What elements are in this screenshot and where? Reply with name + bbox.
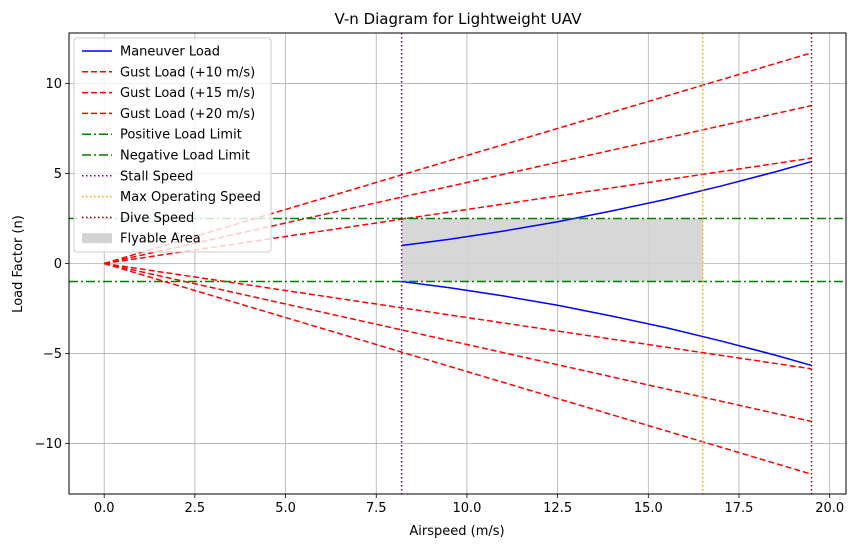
legend-label: Flyable Area xyxy=(120,232,201,247)
gust-load-20-m-s-lower-line xyxy=(103,262,812,475)
legend-label: Negative Load Limit xyxy=(120,149,250,164)
x-tick-label: 17.5 xyxy=(725,501,754,516)
plot-area xyxy=(69,33,846,494)
legend-label: Positive Load Limit xyxy=(120,128,242,143)
x-tick-label: 0.0 xyxy=(94,501,115,516)
y-tick-label: 0 xyxy=(54,257,62,272)
x-tick-label: 12.5 xyxy=(543,501,572,516)
maneuver-load-upper-line xyxy=(401,160,812,247)
legend: Maneuver Load Gust Load (+10 m/s) Gust Loa… xyxy=(73,37,272,253)
x-tick-label: 5.0 xyxy=(275,501,296,516)
legend-box xyxy=(73,37,272,253)
x-tick-label: 7.5 xyxy=(366,501,387,516)
grid xyxy=(69,33,846,494)
x-tick-label: 10.0 xyxy=(452,501,481,516)
legend-label: Dive Speed xyxy=(120,211,194,226)
x-tick-label: 15.0 xyxy=(634,501,663,516)
legend-label: Gust Load (+10 m/s) xyxy=(120,65,255,80)
gust-load-20-m-s-upper-line xyxy=(103,52,812,265)
x-axis-title: Airspeed (m/s) xyxy=(409,524,504,539)
legend-label: Max Operating Speed xyxy=(120,190,261,205)
legend-label: Stall Speed xyxy=(120,169,193,184)
legend-label: Gust Load (+15 m/s) xyxy=(120,86,255,101)
y-tick-label: −5 xyxy=(43,347,62,362)
legend-label: Gust Load (+20 m/s) xyxy=(120,107,255,122)
y-tick-label: 5 xyxy=(54,167,62,182)
gust-load-15-m-s-lower-line xyxy=(104,262,812,423)
legend-swatch xyxy=(82,233,112,244)
maneuver-load-lower-line xyxy=(401,280,812,367)
x-tick-label: 20.0 xyxy=(815,501,844,516)
y-tick-label: −10 xyxy=(35,437,62,452)
y-axis-title: Load Factor (n) xyxy=(11,215,26,313)
legend-label: Maneuver Load xyxy=(120,45,220,60)
chart-title: V-n Diagram for Lightweight UAV xyxy=(335,10,583,28)
x-tick-label: 2.5 xyxy=(185,501,206,516)
flyable-area-fill xyxy=(401,218,703,282)
ticks: 0.0 2.5 5.0 7.5 10.0 12.5 15.0 17.5 20.0 −10 −5 0 5 1… xyxy=(35,77,845,516)
y-tick-label: 10 xyxy=(45,77,62,92)
